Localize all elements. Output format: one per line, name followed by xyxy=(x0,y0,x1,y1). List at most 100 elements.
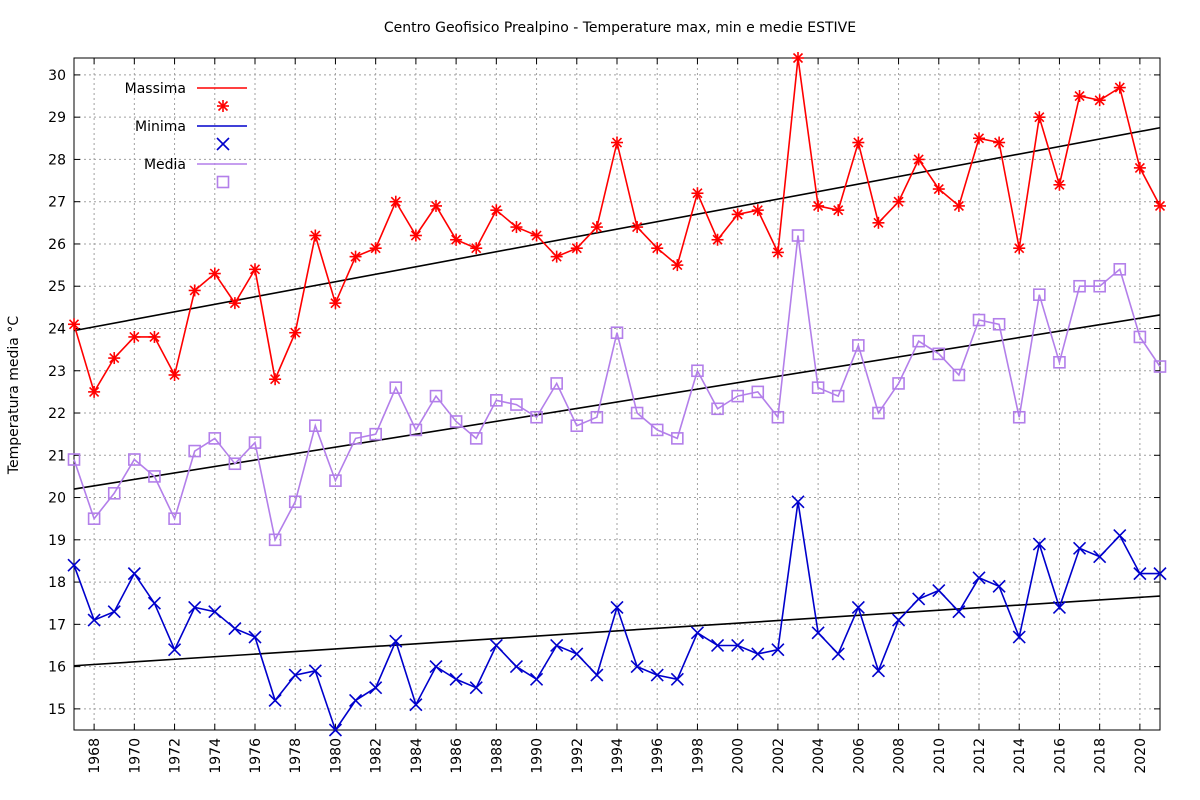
data-point-minima xyxy=(932,583,946,598)
x-tick-label: 1980 xyxy=(328,738,344,774)
data-point-minima xyxy=(348,693,363,707)
legend-marker-massima xyxy=(217,100,229,112)
data-point-minima xyxy=(1113,529,1127,543)
data-point-massima xyxy=(932,183,945,196)
data-point-media xyxy=(731,389,744,403)
data-point-massima xyxy=(208,267,221,280)
data-point-media xyxy=(409,423,423,437)
data-point-massima xyxy=(389,195,402,208)
y-tick-label: 23 xyxy=(48,364,66,380)
y-tick-label: 30 xyxy=(48,68,66,84)
chart-title: Centro Geofisico Prealpino - Temperature… xyxy=(384,20,856,36)
data-point-massima xyxy=(128,330,141,343)
data-point-minima xyxy=(87,613,101,627)
data-point-massima xyxy=(148,330,161,343)
trend-lines xyxy=(73,126,1161,667)
legend: Massima Minima Media xyxy=(125,81,247,189)
data-point-media xyxy=(208,432,222,445)
data-point-minima xyxy=(871,664,886,678)
series-line-minima xyxy=(73,501,1160,732)
data-point-minima xyxy=(1153,567,1167,581)
data-point-minima xyxy=(369,681,383,695)
data-point-minima xyxy=(248,630,262,644)
data-point-massima xyxy=(711,233,724,246)
x-tick-label: 2006 xyxy=(851,738,867,774)
y-tick-label: 21 xyxy=(48,448,66,464)
data-point-minima xyxy=(710,638,725,653)
legend-label-minima: Minima xyxy=(135,119,186,135)
data-point-minima xyxy=(1052,600,1067,614)
data-point-massima xyxy=(108,352,121,365)
y-tick-label: 20 xyxy=(48,491,66,507)
series-line-media xyxy=(73,235,1161,543)
data-point-massima xyxy=(832,204,845,217)
data-series xyxy=(67,52,1167,737)
x-tick-label: 1972 xyxy=(168,738,184,774)
data-point-media xyxy=(530,410,543,424)
data-point-massima xyxy=(470,242,483,255)
data-point-media xyxy=(751,385,765,399)
data-point-media xyxy=(188,444,201,458)
data-point-massima xyxy=(450,233,463,246)
data-point-media xyxy=(590,410,604,424)
data-point-minima xyxy=(449,672,463,686)
data-point-media xyxy=(671,432,684,445)
y-tick-label: 18 xyxy=(48,575,66,591)
data-point-media xyxy=(168,512,181,525)
data-point-media xyxy=(992,317,1006,331)
data-point-media xyxy=(268,533,282,547)
data-point-massima xyxy=(530,229,543,242)
data-point-media xyxy=(630,406,644,420)
data-point-massima xyxy=(651,242,664,255)
data-point-minima xyxy=(811,626,825,640)
data-point-minima xyxy=(831,647,845,661)
x-tick-label: 1984 xyxy=(409,738,425,774)
data-point-massima xyxy=(973,132,985,145)
data-point-minima xyxy=(147,596,162,610)
data-point-massima xyxy=(550,250,563,263)
data-point-minima xyxy=(912,592,926,606)
x-tick-label: 1982 xyxy=(369,738,385,774)
x-tick-label: 2012 xyxy=(972,738,988,774)
data-point-minima xyxy=(208,605,222,619)
data-point-massima xyxy=(349,250,362,263)
data-point-massima xyxy=(751,204,764,217)
data-point-massima xyxy=(409,229,422,242)
x-tick-label: 2008 xyxy=(892,738,908,774)
data-point-media xyxy=(329,474,342,487)
data-point-massima xyxy=(1033,111,1046,124)
x-tick-label: 1978 xyxy=(288,738,304,774)
data-point-minima xyxy=(1093,550,1107,564)
data-point-minima xyxy=(650,668,664,682)
data-point-media xyxy=(107,487,121,500)
data-point-media xyxy=(892,377,905,390)
data-point-media xyxy=(1073,279,1086,293)
data-point-massima xyxy=(812,199,825,212)
x-tick-label: 1974 xyxy=(208,738,224,774)
data-point-minima xyxy=(328,723,343,737)
data-point-media xyxy=(1093,279,1106,293)
data-point-media xyxy=(691,364,704,378)
data-point-massima xyxy=(1073,90,1086,103)
data-point-media xyxy=(610,326,624,340)
data-point-media xyxy=(369,427,382,441)
data-point-media xyxy=(831,389,845,403)
data-point-massima xyxy=(691,187,704,200)
data-point-massima xyxy=(228,297,241,310)
x-tick-label: 1994 xyxy=(610,738,626,774)
y-tick-label: 17 xyxy=(48,617,66,633)
data-point-massima xyxy=(771,246,784,259)
data-point-massima xyxy=(168,368,181,381)
data-point-minima xyxy=(751,647,765,661)
data-point-massima xyxy=(912,153,925,166)
data-point-massima xyxy=(731,208,744,221)
y-axis-label: Temperatura media °C xyxy=(6,316,22,475)
x-tick-label: 2018 xyxy=(1093,738,1109,774)
data-point-media xyxy=(449,415,463,428)
y-tick-label: 16 xyxy=(48,660,66,676)
data-point-media xyxy=(1133,330,1147,344)
x-tick-label: 1990 xyxy=(530,738,546,774)
data-point-massima xyxy=(872,216,885,229)
data-point-minima xyxy=(992,579,1006,593)
